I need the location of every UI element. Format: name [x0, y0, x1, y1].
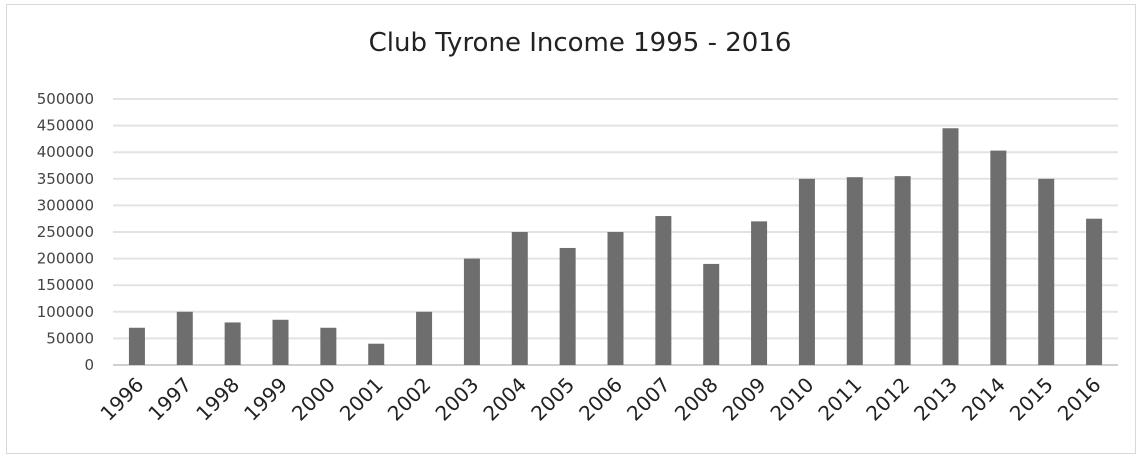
x-tick-label: 2016: [1053, 373, 1106, 426]
y-tick-label: 0: [84, 356, 94, 374]
y-tick-label: 300000: [37, 196, 94, 214]
bar-1997: [176, 311, 193, 365]
x-tick-label: 2000: [287, 373, 340, 426]
x-tick-label: 2007: [622, 373, 675, 426]
x-tick-label: 2006: [574, 373, 627, 426]
y-axis-ticks: 0 50000 100000 150000 200000 250000 300000 3500…: [37, 90, 94, 374]
y-tick-label: 50000: [46, 329, 94, 347]
chart-title: Club Tyrone Income 1995 - 2016: [368, 28, 792, 58]
bar-2001: [368, 343, 385, 365]
bar-2015: [1038, 178, 1055, 365]
bar-1998: [224, 322, 241, 365]
bar-1999: [272, 319, 289, 365]
x-tick-label: 2001: [335, 373, 388, 426]
bar-2011: [846, 177, 863, 365]
bar-2013: [942, 128, 959, 365]
y-tick-label: 200000: [37, 250, 94, 268]
x-tick-label: 2014: [957, 373, 1010, 426]
x-tick-label: 2004: [478, 373, 531, 426]
x-tick-label: 1997: [143, 373, 196, 426]
y-tick-label: 500000: [37, 90, 94, 108]
x-tick-label: 2010: [765, 373, 818, 426]
bar-2010: [798, 178, 815, 365]
bar-2014: [990, 150, 1007, 365]
x-tick-label: 1999: [239, 373, 292, 426]
bar-2003: [463, 258, 480, 365]
y-tick-label: 250000: [37, 223, 94, 241]
x-tick-label: 2012: [861, 373, 914, 426]
bar-2007: [655, 216, 672, 365]
x-tick-label: 2011: [813, 373, 866, 426]
x-tick-label: 2005: [526, 373, 579, 426]
y-tick-label: 400000: [37, 143, 94, 161]
x-tick-label: 2002: [383, 373, 436, 426]
y-tick-label: 450000: [37, 117, 94, 135]
bar-2005: [559, 247, 576, 365]
bar-2000: [320, 327, 337, 365]
x-tick-label: 1998: [191, 373, 244, 426]
bar-2016: [1086, 218, 1103, 365]
x-tick-label: 2003: [430, 373, 483, 426]
x-tick-label: 2013: [909, 373, 962, 426]
bar-2006: [607, 232, 624, 365]
bar-2004: [511, 232, 528, 365]
y-tick-label: 350000: [37, 170, 94, 188]
x-tick-label: 2009: [718, 373, 771, 426]
bar-1996: [128, 327, 145, 365]
bar-2008: [703, 263, 720, 365]
bars: [128, 128, 1103, 365]
y-tick-label: 100000: [37, 303, 94, 321]
x-tick-label: 2015: [1005, 373, 1058, 426]
bar-2012: [894, 176, 911, 365]
x-tick-label: 1996: [95, 373, 148, 426]
bar-2009: [751, 221, 768, 365]
x-tick-label: 2008: [670, 373, 723, 426]
y-tick-label: 150000: [37, 276, 94, 294]
x-axis-ticks: 1996199719981999200020012002200320042005…: [95, 373, 1105, 426]
bar-2002: [416, 311, 433, 365]
